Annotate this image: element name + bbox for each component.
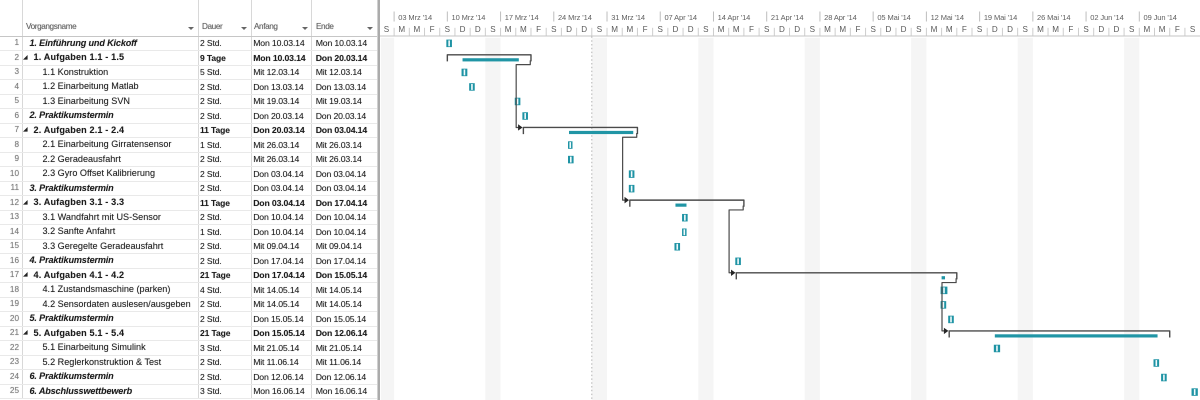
- svg-text:S: S: [764, 25, 770, 34]
- svg-text:M: M: [946, 25, 953, 34]
- svg-text:D: D: [566, 25, 572, 34]
- svg-text:M: M: [520, 25, 527, 34]
- svg-text:D: D: [1098, 25, 1104, 34]
- svg-text:D: D: [794, 25, 800, 34]
- svg-text:D: D: [581, 25, 587, 34]
- svg-text:02 Jun '14: 02 Jun '14: [1090, 13, 1123, 22]
- svg-text:M: M: [626, 25, 633, 34]
- svg-text:F: F: [536, 25, 541, 34]
- svg-text:M: M: [414, 25, 421, 34]
- svg-text:03 Mrz '14: 03 Mrz '14: [398, 13, 432, 22]
- svg-text:D: D: [475, 25, 481, 34]
- svg-text:M: M: [611, 25, 618, 34]
- svg-text:M: M: [839, 25, 846, 34]
- svg-text:S: S: [551, 25, 557, 34]
- svg-text:31 Mrz '14: 31 Mrz '14: [611, 13, 645, 22]
- svg-text:M: M: [733, 25, 740, 34]
- svg-text:S: S: [490, 25, 496, 34]
- svg-text:S: S: [916, 25, 922, 34]
- svg-text:17 Mrz '14: 17 Mrz '14: [505, 13, 539, 22]
- svg-text:S: S: [597, 25, 603, 34]
- svg-text:10 Mrz '14: 10 Mrz '14: [452, 13, 486, 22]
- svg-text:S: S: [870, 25, 876, 34]
- svg-text:M: M: [1144, 25, 1151, 34]
- svg-text:S: S: [1083, 25, 1089, 34]
- svg-text:24 Mrz '14: 24 Mrz '14: [558, 13, 592, 22]
- svg-text:28 Apr '14: 28 Apr '14: [824, 13, 857, 22]
- svg-text:09 Jun '14: 09 Jun '14: [1144, 13, 1177, 22]
- svg-text:F: F: [1068, 25, 1073, 34]
- svg-text:F: F: [749, 25, 754, 34]
- svg-text:D: D: [901, 25, 907, 34]
- svg-text:D: D: [460, 25, 466, 34]
- svg-text:D: D: [992, 25, 998, 34]
- svg-text:S: S: [658, 25, 664, 34]
- svg-text:M: M: [505, 25, 512, 34]
- svg-text:F: F: [643, 25, 648, 34]
- svg-text:S: S: [1023, 25, 1029, 34]
- svg-text:S: S: [977, 25, 983, 34]
- svg-text:S: S: [1129, 25, 1135, 34]
- svg-text:F: F: [430, 25, 435, 34]
- svg-text:M: M: [824, 25, 831, 34]
- svg-text:F: F: [855, 25, 860, 34]
- svg-text:14 Apr '14: 14 Apr '14: [718, 13, 751, 22]
- svg-text:F: F: [962, 25, 967, 34]
- svg-text:M: M: [718, 25, 725, 34]
- svg-text:F: F: [1175, 25, 1180, 34]
- svg-text:26 Mai '14: 26 Mai '14: [1037, 13, 1070, 22]
- svg-text:S: S: [703, 25, 709, 34]
- svg-text:D: D: [885, 25, 891, 34]
- svg-text:D: D: [1007, 25, 1013, 34]
- svg-text:M: M: [1159, 25, 1166, 34]
- svg-text:12 Mai '14: 12 Mai '14: [931, 13, 964, 22]
- svg-text:21 Apr '14: 21 Apr '14: [771, 13, 804, 22]
- svg-text:D: D: [673, 25, 679, 34]
- svg-text:19 Mai '14: 19 Mai '14: [984, 13, 1017, 22]
- svg-text:S: S: [1190, 25, 1196, 34]
- svg-text:M: M: [398, 25, 405, 34]
- svg-text:M: M: [1037, 25, 1044, 34]
- svg-text:S: S: [810, 25, 816, 34]
- svg-text:S: S: [445, 25, 451, 34]
- svg-text:D: D: [1114, 25, 1120, 34]
- svg-text:D: D: [688, 25, 694, 34]
- svg-text:07 Apr '14: 07 Apr '14: [664, 13, 697, 22]
- svg-text:M: M: [931, 25, 938, 34]
- svg-text:D: D: [779, 25, 785, 34]
- svg-text:05 Mai '14: 05 Mai '14: [877, 13, 910, 22]
- svg-text:M: M: [1052, 25, 1059, 34]
- svg-text:S: S: [384, 25, 390, 34]
